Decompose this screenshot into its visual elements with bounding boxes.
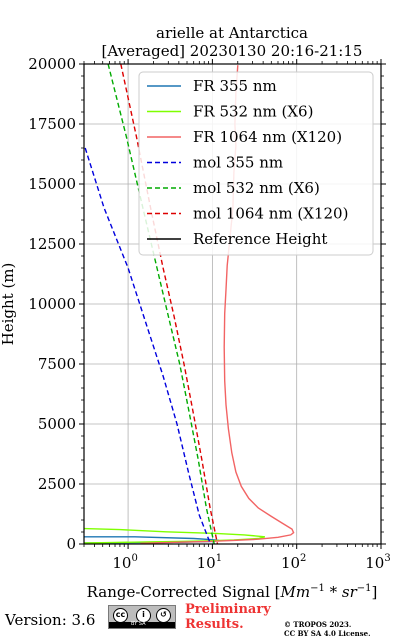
x-tick-exponent: 2 [300, 553, 306, 564]
legend-label-4: mol 532 nm (X6) [193, 179, 320, 197]
y-tick-label: 15000 [28, 175, 76, 193]
cc-strip-text: BY SA [131, 621, 146, 627]
x-tick-exponent: 1 [216, 553, 222, 564]
y-tick-label: 2500 [38, 475, 76, 493]
preliminary-notice: Preliminary Results. [185, 602, 271, 632]
version-label: Version: 3.6 [5, 611, 96, 629]
y-tick-labels: 0 2500 5000 7500 10000 12500 15000 17500 20000 [28, 55, 76, 553]
legend-label-1: FR 532 nm (X6) [193, 103, 313, 121]
x-axis-label-suffix: ] [372, 583, 378, 601]
x-tick-base: 10 [365, 554, 384, 572]
legend-label-3: mol 355 nm [193, 154, 283, 172]
x-tick-base: 10 [112, 554, 131, 572]
y-tick-label: 12500 [28, 235, 76, 253]
x-axis-label-unit: Mm [280, 583, 311, 601]
series-line-4 [107, 64, 215, 544]
x-tick-label: 102 [281, 553, 306, 572]
series-line-3 [84, 147, 212, 544]
legend-box [138, 71, 374, 256]
x-tick-exponent: 3 [384, 553, 390, 564]
x-tick-label: 101 [197, 553, 222, 572]
cc-license-badge[interactable]: cc i ↺ BY SA [108, 605, 176, 629]
by-icon: i [136, 608, 151, 623]
chart-title: arielle at Antarctica [156, 24, 308, 42]
x-tick-label: 100 [112, 553, 137, 572]
x-tick-base: 10 [281, 554, 300, 572]
chart-subtitle: [Averaged] 20230130 20:16-21:15 [102, 42, 363, 60]
x-tick-base: 10 [197, 554, 216, 572]
copyright-line-1: © TROPOS 2023. [284, 620, 352, 629]
series-group [84, 64, 295, 544]
legend-label-0: FR 355 nm [193, 77, 277, 95]
legend-label-2: FR 1064 nm (X120) [193, 128, 342, 146]
y-axis-label: Height (m) [0, 263, 17, 346]
x-axis-label: Range-Corrected Signal [Mm−1 * sr−1] [87, 583, 378, 601]
y-tick-label: 7500 [38, 355, 76, 373]
y-tick-label: 0 [66, 535, 76, 553]
y-tick-label: 20000 [28, 55, 76, 73]
y-tick-label: 10000 [28, 295, 76, 313]
y-tick-label: 17500 [28, 115, 76, 133]
legend-label-5: mol 1064 nm (X120) [193, 205, 348, 223]
axis-ticks [79, 59, 386, 549]
cc-strip: BY SA [109, 621, 175, 628]
legend: FR 355 nm FR 532 nm (X6) FR 1064 nm (X120)… [138, 71, 374, 256]
y-tick-label: 5000 [38, 415, 76, 433]
copyright-notice: © TROPOS 2023. CC BY SA 4.0 License. [284, 620, 371, 638]
x-axis-label-sup2: −1 [357, 583, 372, 594]
preliminary-line-1: Preliminary [185, 602, 271, 617]
series-line-5 [120, 64, 219, 544]
x-axis-label-prefix: Range-Corrected Signal [ [87, 583, 281, 601]
legend-label-6: Reference Height [193, 230, 327, 248]
x-axis-label-mid: * sr [325, 583, 358, 601]
x-tick-label: 103 [365, 553, 390, 572]
x-axis-label-sup1: −1 [310, 583, 325, 594]
preliminary-line-2: Results. [185, 617, 244, 632]
cc-icon: cc [113, 608, 128, 623]
copyright-line-2: CC BY SA 4.0 License. [284, 629, 371, 638]
sa-icon: ↺ [156, 608, 171, 623]
x-tick-exponent: 0 [131, 553, 137, 564]
x-tick-labels: 100 101 102 103 [112, 553, 390, 572]
